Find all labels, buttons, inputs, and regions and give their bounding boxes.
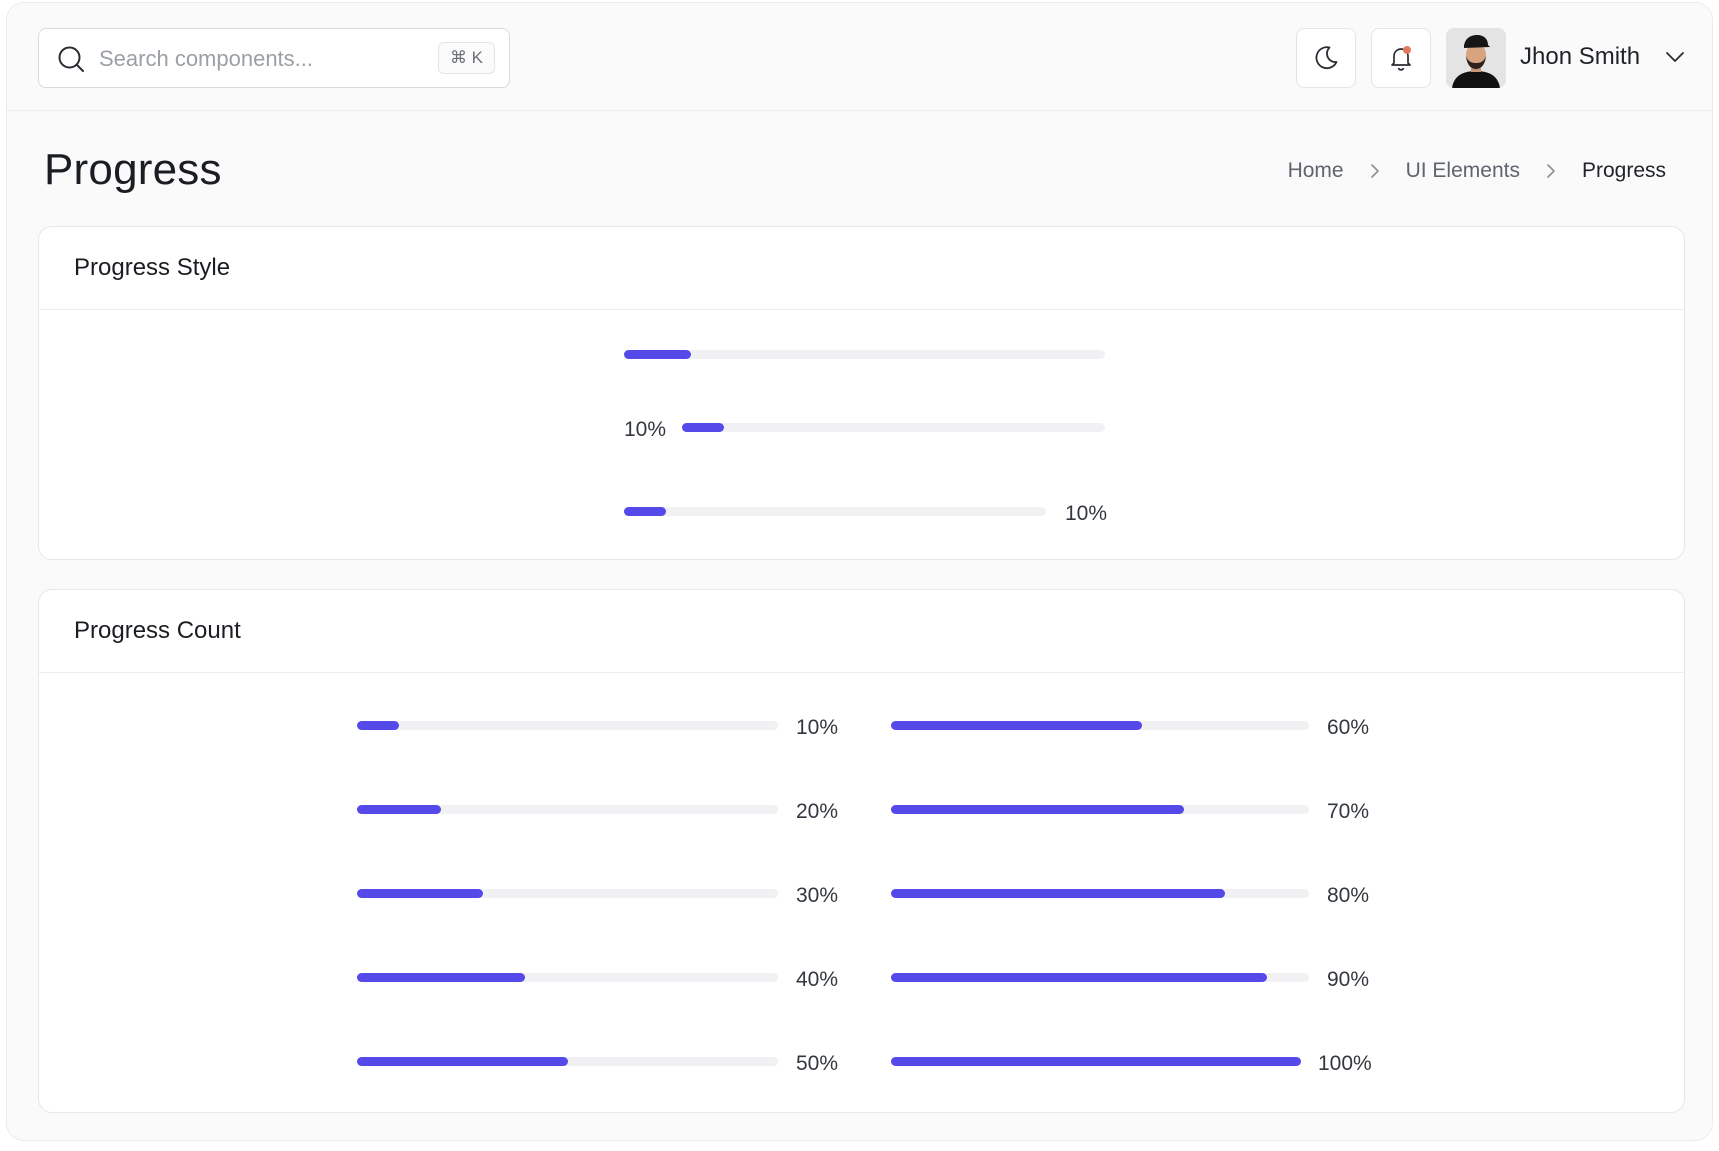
progress-label: 30% (796, 884, 839, 907)
notifications-button[interactable] (1371, 28, 1431, 88)
shortcut-badge: ⌘ K (437, 42, 495, 74)
search-input[interactable]: Search components... (99, 46, 314, 71)
progress-track (891, 889, 1309, 898)
progress-label: 10% (796, 716, 839, 739)
top-bar: Search components... ⌘ K (7, 3, 1712, 111)
progress-fill (357, 721, 400, 730)
progress-label: 70% (1327, 800, 1370, 823)
progress-track (891, 721, 1309, 730)
progress-fill (624, 350, 692, 359)
chevron-right-icon (1370, 164, 1379, 178)
progress-fill (357, 973, 526, 982)
progress-fill (357, 1057, 568, 1066)
progress-label: 10% (1065, 502, 1108, 525)
progress-track (624, 507, 1046, 516)
theme-toggle-button[interactable] (1296, 28, 1356, 88)
progress-track (357, 973, 778, 982)
progress-fill (891, 805, 1184, 814)
progress-track (891, 805, 1309, 814)
card-title: Progress Count (39, 590, 1684, 673)
progress-fill (357, 889, 484, 898)
progress-label: 80% (1327, 884, 1370, 907)
card-title: Progress Style (39, 227, 1684, 310)
search-box[interactable]: Search components... ⌘ K (38, 28, 510, 88)
progress-style-card: Progress Style 10% 10% (38, 226, 1685, 560)
progress-track (357, 889, 778, 898)
progress-label: 40% (796, 968, 839, 991)
progress-track (357, 805, 778, 814)
breadcrumb-home[interactable]: Home (1287, 159, 1344, 182)
progress-fill (357, 805, 442, 814)
progress-label: 20% (796, 800, 839, 823)
progress-fill (891, 1057, 1301, 1066)
breadcrumb: Home UI Elements Progress (1288, 159, 1666, 183)
progress-fill (891, 973, 1268, 982)
progress-count-card: Progress Count 10% 20% 30% 40% 50% 60% 7… (38, 589, 1685, 1113)
progress-label: 50% (796, 1052, 839, 1075)
progress-fill (891, 889, 1226, 898)
breadcrumb-current: Progress (1581, 159, 1666, 182)
progress-fill (682, 423, 725, 432)
avatar[interactable] (1446, 28, 1506, 88)
progress-track (891, 973, 1309, 982)
moon-icon (1315, 46, 1338, 70)
progress-track (357, 1057, 778, 1066)
user-name[interactable]: Jhon Smith (1520, 43, 1641, 70)
page-title: Progress (44, 145, 222, 194)
chevron-right-icon (1547, 164, 1555, 178)
notification-dot (1403, 46, 1411, 54)
bell-icon (1391, 46, 1411, 71)
app-frame: Search components... ⌘ K (6, 2, 1713, 1141)
user-photo (1446, 28, 1506, 88)
breadcrumb-ui-elements[interactable]: UI Elements (1405, 159, 1520, 182)
progress-label: 10% (624, 418, 667, 441)
progress-track (624, 350, 1105, 359)
progress-track (891, 1057, 1301, 1066)
progress-fill (624, 507, 667, 516)
progress-fill (891, 721, 1142, 730)
progress-track (682, 423, 1105, 432)
chevron-down-icon[interactable] (1664, 47, 1686, 67)
progress-label: 100% (1318, 1052, 1372, 1075)
search-icon (58, 46, 84, 72)
progress-label: 60% (1327, 716, 1370, 739)
progress-label: 90% (1327, 968, 1370, 991)
progress-track (357, 721, 778, 730)
